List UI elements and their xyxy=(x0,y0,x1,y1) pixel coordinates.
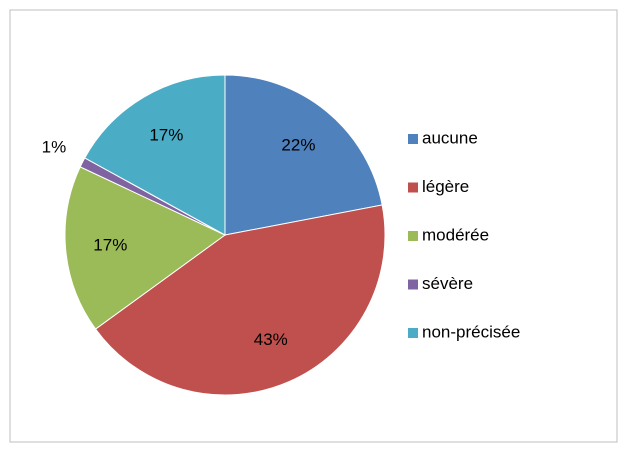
data-label: 43% xyxy=(254,330,288,349)
data-label: 22% xyxy=(281,136,315,155)
legend-label: modérée xyxy=(422,225,489,244)
data-label: 17% xyxy=(149,125,183,144)
pie-slice xyxy=(84,74,226,236)
legend-label: non-précisée xyxy=(422,322,520,341)
legend-swatch xyxy=(408,279,418,290)
legend-swatch xyxy=(408,328,418,338)
legend-swatch xyxy=(408,134,418,144)
data-label: 17% xyxy=(93,235,127,254)
pie-slice xyxy=(64,166,226,330)
legend-label: sévère xyxy=(422,274,473,293)
pie-slice xyxy=(224,74,383,236)
legend-label: aucune xyxy=(422,128,478,147)
pie-slice xyxy=(94,204,386,396)
data-label: 1% xyxy=(42,137,67,156)
legend-swatch xyxy=(408,231,418,241)
legend-label: légère xyxy=(422,177,469,196)
legend-swatch xyxy=(408,182,418,193)
